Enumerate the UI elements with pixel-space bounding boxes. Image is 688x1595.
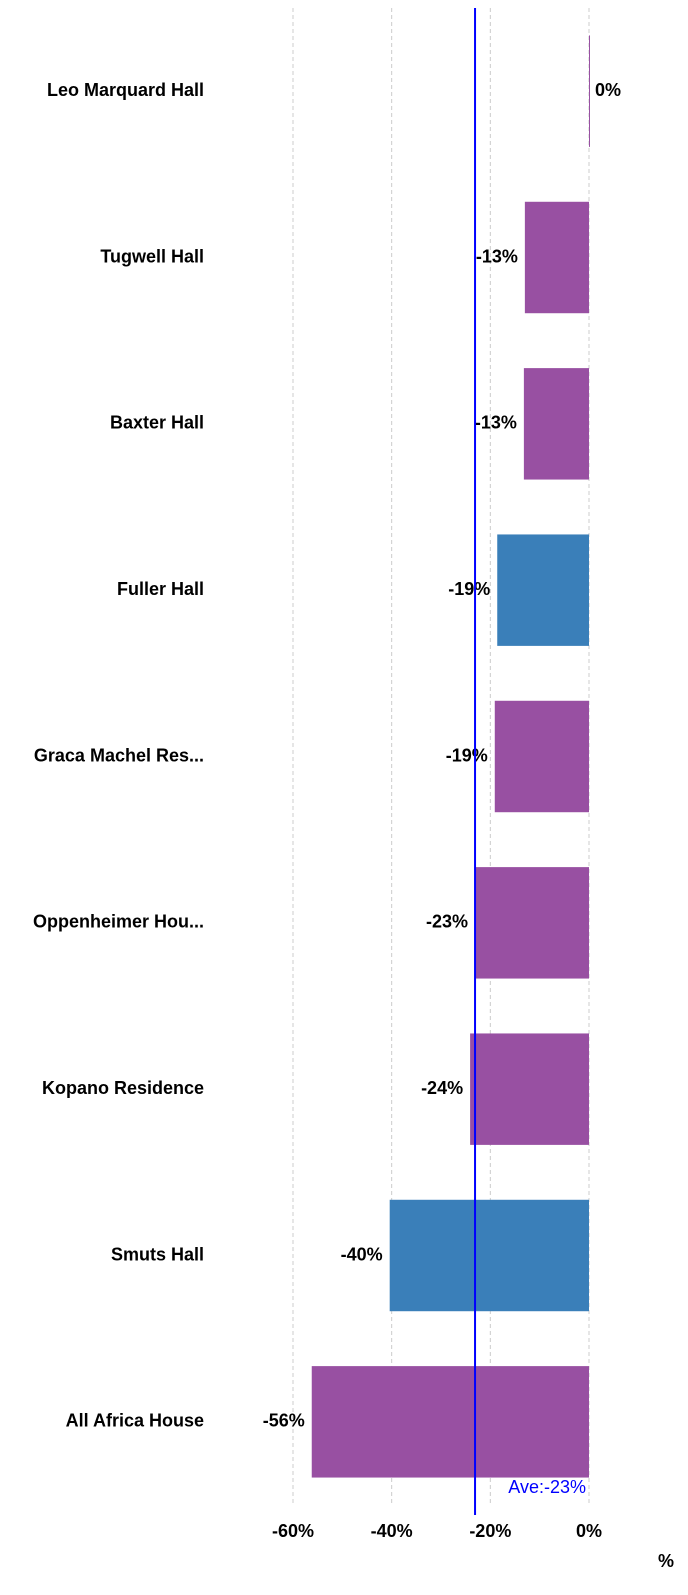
value-label: -23% <box>426 912 468 932</box>
bar <box>470 1033 589 1145</box>
average-label: Ave:-23% <box>508 1477 586 1497</box>
bar <box>497 534 589 646</box>
x-tick-label: -60% <box>272 1521 314 1541</box>
bar <box>475 867 589 979</box>
category-label: Smuts Hall <box>111 1244 204 1264</box>
category-label: All Africa House <box>66 1411 204 1431</box>
value-label: 0% <box>595 80 621 100</box>
value-label: -40% <box>341 1244 383 1264</box>
bar <box>494 700 589 813</box>
value-label: -24% <box>421 1078 463 1098</box>
bar <box>589 35 590 147</box>
x-tick-label: -20% <box>469 1521 511 1541</box>
bar <box>311 1366 589 1478</box>
x-tick-label: 0% <box>576 1521 602 1541</box>
value-label: -56% <box>263 1411 305 1431</box>
x-tick-label: -40% <box>371 1521 413 1541</box>
category-label: Tugwell Hall <box>100 246 204 266</box>
category-label: Oppenheimer Hou... <box>33 912 204 932</box>
value-label: -19% <box>446 745 488 765</box>
value-label: -13% <box>476 246 518 266</box>
category-label: Baxter Hall <box>110 413 204 433</box>
x-axis-label: % <box>658 1551 674 1571</box>
bar <box>523 368 589 480</box>
category-label: Leo Marquard Hall <box>47 80 204 100</box>
category-label: Graca Machel Res... <box>34 745 204 765</box>
value-label: -19% <box>448 579 490 599</box>
category-label: Kopano Residence <box>42 1078 204 1098</box>
bar <box>389 1199 589 1312</box>
category-label: Fuller Hall <box>117 579 204 599</box>
bar <box>524 201 589 314</box>
value-label: -13% <box>475 413 517 433</box>
